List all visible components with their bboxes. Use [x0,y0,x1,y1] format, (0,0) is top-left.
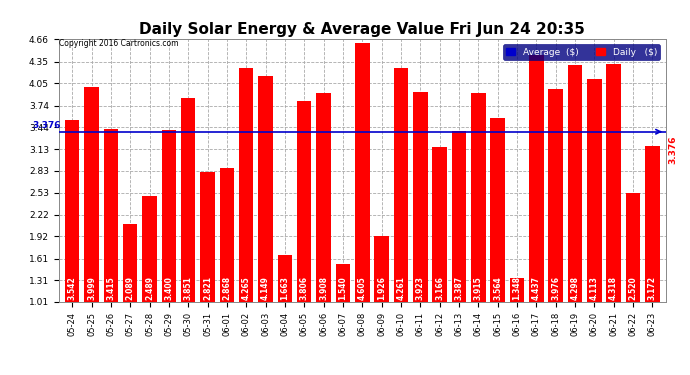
Text: 2.821: 2.821 [203,276,212,300]
Text: 1.540: 1.540 [338,276,347,300]
Bar [413,92,428,302]
Bar [104,129,118,302]
Text: 3.376: 3.376 [669,135,678,164]
Text: 2.868: 2.868 [222,276,231,300]
Text: 3.387: 3.387 [455,276,464,300]
Text: 3.915: 3.915 [474,276,483,300]
Text: 4.149: 4.149 [261,276,270,300]
Text: 3.976: 3.976 [551,276,560,300]
Bar [452,131,466,302]
Bar [65,120,79,302]
Text: 3.908: 3.908 [319,276,328,300]
Bar [529,56,544,302]
Text: 4.113: 4.113 [590,276,599,300]
Text: 3.166: 3.166 [435,276,444,300]
Bar [471,93,486,302]
Text: 4.261: 4.261 [397,276,406,300]
Bar [316,93,331,302]
Text: 4.437: 4.437 [532,276,541,300]
Bar [84,87,99,302]
Bar [335,264,350,302]
Bar [394,68,408,302]
Bar [626,193,640,302]
Text: 3.400: 3.400 [164,276,173,300]
Text: 4.298: 4.298 [571,276,580,300]
Text: 3.172: 3.172 [648,276,657,300]
Text: 1.926: 1.926 [377,276,386,300]
Bar [239,68,253,302]
Text: 3.542: 3.542 [68,276,77,300]
Text: 2.089: 2.089 [126,276,135,300]
Bar [258,76,273,302]
Bar [433,147,447,302]
Text: 4.605: 4.605 [357,276,367,300]
Bar [200,172,215,302]
Bar [510,278,524,302]
Text: 3.851: 3.851 [184,276,193,300]
Bar [645,146,660,302]
Bar [587,79,602,302]
Bar [491,118,505,302]
Bar [181,98,195,302]
Text: 1.348: 1.348 [513,276,522,300]
Bar [142,195,157,302]
Bar [568,65,582,302]
Legend: Average  ($), Daily   ($): Average ($), Daily ($) [503,44,660,60]
Text: 3.564: 3.564 [493,276,502,300]
Text: 2.520: 2.520 [629,276,638,300]
Bar [549,88,563,302]
Text: 3.923: 3.923 [416,276,425,300]
Title: Daily Solar Energy & Average Value Fri Jun 24 20:35: Daily Solar Energy & Average Value Fri J… [139,22,585,37]
Text: 3.415: 3.415 [106,276,115,300]
Text: 4.265: 4.265 [241,276,250,300]
Bar [355,44,370,302]
Bar [277,255,292,302]
Bar [375,236,389,302]
Text: 1.663: 1.663 [280,276,289,300]
Text: 3.376: 3.376 [32,121,61,130]
Bar [219,168,234,302]
Text: Copyright 2016 Cartronics.com: Copyright 2016 Cartronics.com [59,39,178,48]
Bar [297,101,311,302]
Bar [607,64,621,302]
Text: 3.806: 3.806 [299,276,308,300]
Bar [123,224,137,302]
Text: 4.318: 4.318 [609,276,618,300]
Text: 3.999: 3.999 [87,276,96,300]
Bar [161,130,176,302]
Text: 2.489: 2.489 [145,276,154,300]
